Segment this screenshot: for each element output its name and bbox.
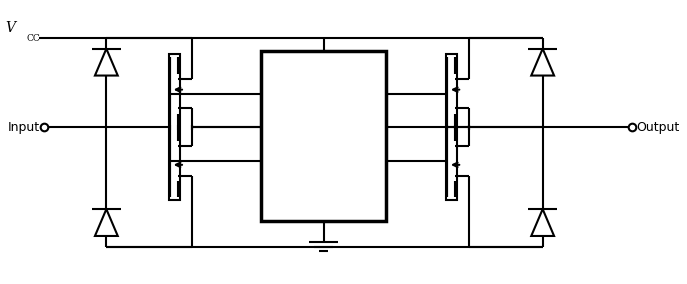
Polygon shape (95, 209, 117, 236)
Bar (446, 54, 457, 201)
Bar (169, 54, 179, 201)
Polygon shape (531, 49, 554, 76)
Text: Input: Input (8, 121, 40, 134)
Polygon shape (531, 209, 554, 236)
Text: V: V (5, 21, 16, 35)
Text: Output: Output (636, 121, 679, 134)
Polygon shape (95, 49, 117, 76)
Text: CC: CC (27, 34, 41, 43)
Bar (261, 51, 386, 221)
